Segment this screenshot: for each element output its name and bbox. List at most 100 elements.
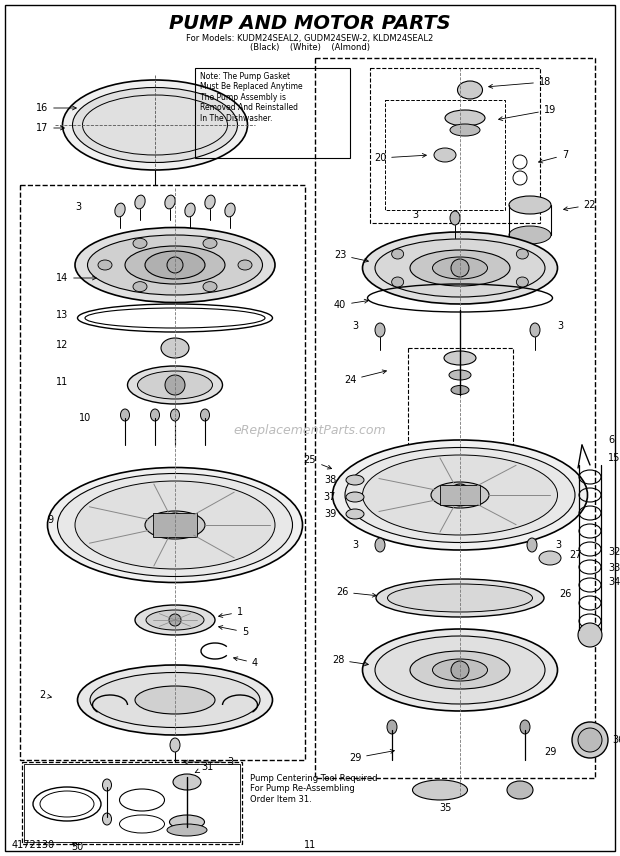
Ellipse shape <box>516 249 528 259</box>
Ellipse shape <box>90 673 260 728</box>
Text: 33: 33 <box>608 563 620 573</box>
Text: 6: 6 <box>608 435 614 445</box>
Text: 34: 34 <box>608 577 620 587</box>
Bar <box>385 100 505 210</box>
Text: 31: 31 <box>195 762 213 773</box>
Ellipse shape <box>539 551 561 565</box>
Text: Note: The Pump Gasket
Must Be Replaced Anytime
The Pump Assembly is
Removed And : Note: The Pump Gasket Must Be Replaced A… <box>200 72 303 122</box>
Ellipse shape <box>167 824 207 836</box>
Ellipse shape <box>120 409 130 421</box>
Circle shape <box>578 623 602 647</box>
Text: 30: 30 <box>71 842 83 852</box>
Ellipse shape <box>363 232 557 304</box>
Ellipse shape <box>346 509 364 519</box>
Ellipse shape <box>388 584 533 612</box>
Ellipse shape <box>444 351 476 365</box>
Text: 22: 22 <box>564 200 596 211</box>
Bar <box>408 348 513 463</box>
Bar <box>153 513 197 537</box>
Ellipse shape <box>170 409 180 421</box>
Circle shape <box>578 728 602 752</box>
Text: 3: 3 <box>184 757 233 767</box>
Text: 26: 26 <box>559 589 571 599</box>
Ellipse shape <box>169 815 205 829</box>
Text: (Black)    (White)    (Almond): (Black) (White) (Almond) <box>250 43 370 52</box>
Bar <box>370 68 540 223</box>
Text: 35: 35 <box>439 803 451 813</box>
Bar <box>22 762 242 844</box>
Ellipse shape <box>58 473 293 576</box>
Ellipse shape <box>431 482 489 508</box>
Ellipse shape <box>102 813 112 825</box>
Ellipse shape <box>151 409 159 421</box>
Text: 38: 38 <box>324 475 336 485</box>
Ellipse shape <box>530 323 540 337</box>
Bar <box>315 58 595 778</box>
Circle shape <box>451 259 469 277</box>
Text: 19: 19 <box>498 105 556 121</box>
Ellipse shape <box>133 238 147 248</box>
Text: 3: 3 <box>555 540 561 550</box>
Text: 3: 3 <box>352 540 358 550</box>
Text: 23: 23 <box>334 250 368 262</box>
Ellipse shape <box>450 124 480 136</box>
Ellipse shape <box>363 455 557 535</box>
Text: 29: 29 <box>349 750 394 763</box>
Circle shape <box>165 375 185 395</box>
Text: 11: 11 <box>56 377 68 387</box>
Text: 28: 28 <box>332 655 368 666</box>
Ellipse shape <box>345 448 575 543</box>
Ellipse shape <box>145 511 205 539</box>
Ellipse shape <box>87 235 262 295</box>
Text: For Models: KUDM24SEAL2, GUDM24SEW-2, KLDM24SEAL2: For Models: KUDM24SEAL2, GUDM24SEW-2, KL… <box>187 34 433 43</box>
Ellipse shape <box>433 659 487 681</box>
Ellipse shape <box>445 110 485 126</box>
Text: 39: 39 <box>324 509 336 519</box>
Bar <box>440 485 480 505</box>
Text: 15: 15 <box>608 453 620 463</box>
Ellipse shape <box>135 195 145 209</box>
Text: 3: 3 <box>412 210 418 220</box>
Ellipse shape <box>363 629 557 711</box>
Ellipse shape <box>173 774 201 790</box>
Ellipse shape <box>125 246 225 284</box>
Ellipse shape <box>507 781 533 799</box>
Ellipse shape <box>146 610 204 630</box>
Ellipse shape <box>451 385 469 395</box>
Text: 7: 7 <box>539 150 568 163</box>
Ellipse shape <box>509 226 551 244</box>
Ellipse shape <box>73 87 237 163</box>
Ellipse shape <box>238 260 252 270</box>
Text: 18: 18 <box>489 77 551 88</box>
Ellipse shape <box>145 251 205 279</box>
Ellipse shape <box>102 779 112 791</box>
Ellipse shape <box>138 371 213 399</box>
Ellipse shape <box>165 195 175 209</box>
Text: PUMP AND MOTOR PARTS: PUMP AND MOTOR PARTS <box>169 14 451 33</box>
Text: 2: 2 <box>39 690 51 700</box>
Text: 3: 3 <box>557 321 563 331</box>
Circle shape <box>163 513 187 537</box>
Ellipse shape <box>48 467 303 582</box>
Ellipse shape <box>375 239 545 297</box>
Circle shape <box>169 614 181 626</box>
Ellipse shape <box>387 720 397 734</box>
Ellipse shape <box>412 780 467 800</box>
Ellipse shape <box>78 665 273 735</box>
Bar <box>24 764 240 842</box>
Ellipse shape <box>346 492 364 502</box>
Text: 5: 5 <box>219 626 248 637</box>
Ellipse shape <box>135 686 215 714</box>
Ellipse shape <box>375 538 385 552</box>
Text: 1: 1 <box>219 607 243 617</box>
Ellipse shape <box>128 366 223 404</box>
Ellipse shape <box>133 282 147 292</box>
Ellipse shape <box>203 282 217 292</box>
Ellipse shape <box>135 605 215 635</box>
Bar <box>195 68 350 158</box>
Text: 40: 40 <box>334 300 368 310</box>
Text: 20: 20 <box>374 153 427 163</box>
Ellipse shape <box>63 80 247 170</box>
Text: 3: 3 <box>352 321 358 331</box>
Ellipse shape <box>449 370 471 380</box>
